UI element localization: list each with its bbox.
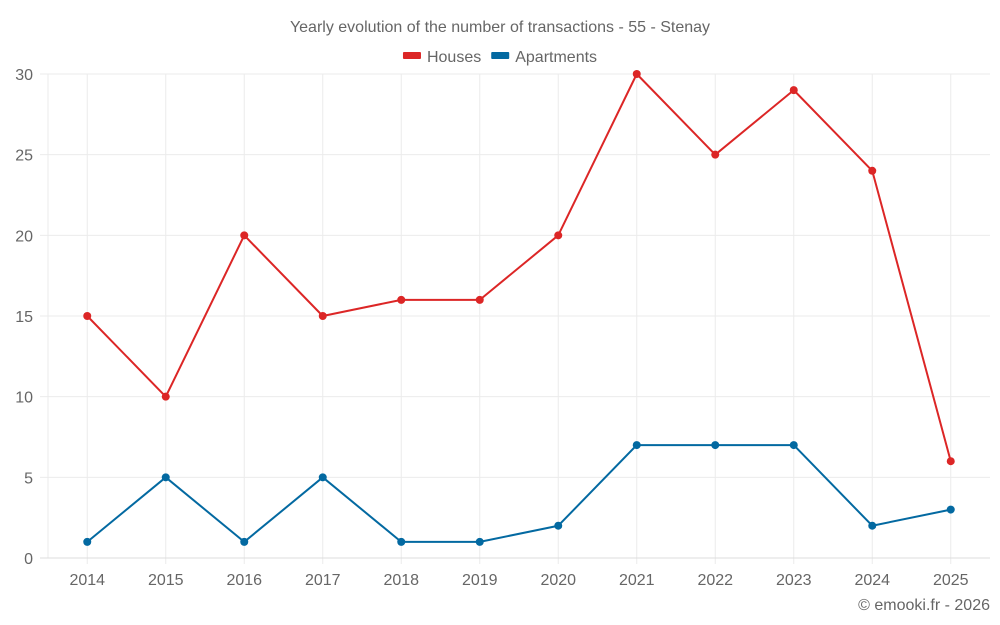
- chart-title: Yearly evolution of the number of transa…: [290, 19, 710, 36]
- y-tick-label: 10: [15, 390, 33, 407]
- series-line: [86, 444, 951, 543]
- x-tick-label: 2023: [776, 572, 812, 589]
- x-tick-label: 2019: [462, 572, 498, 589]
- data-point[interactable]: [240, 231, 249, 240]
- y-tick-label: 25: [15, 148, 33, 165]
- data-point[interactable]: [318, 473, 327, 482]
- legend-item-apartments[interactable]: Apartments: [491, 49, 597, 66]
- data-point[interactable]: [475, 537, 484, 546]
- legend-label: Apartments: [515, 49, 597, 66]
- data-point[interactable]: [789, 441, 798, 450]
- data-point[interactable]: [868, 166, 877, 175]
- legend-swatch: [402, 52, 421, 59]
- x-axis: 2014 2015 2016 2017 2018 2019 2020 2021 2022 2023…: [40, 557, 990, 589]
- y-tick-label: 30: [15, 67, 33, 84]
- data-point[interactable]: [632, 70, 641, 78]
- x-tick-label: 2015: [148, 572, 184, 589]
- x-tick-label: 2017: [305, 572, 341, 589]
- data-point[interactable]: [475, 295, 484, 304]
- x-tick-label: 2024: [854, 572, 890, 589]
- data-point[interactable]: [554, 521, 563, 530]
- data-point[interactable]: [711, 150, 720, 159]
- y-tick-label: 20: [15, 228, 33, 245]
- x-tick-label: 2020: [540, 572, 576, 589]
- data-point[interactable]: [946, 505, 955, 514]
- data-point[interactable]: [240, 537, 249, 546]
- data-point[interactable]: [397, 537, 406, 546]
- credit-text: © emooki.fr - 2026: [858, 597, 990, 614]
- y-tick-label: 5: [24, 470, 33, 487]
- legend-label: Houses: [427, 49, 481, 66]
- data-point[interactable]: [868, 521, 877, 530]
- series: [83, 70, 955, 546]
- data-point[interactable]: [318, 312, 327, 320]
- grid: [40, 73, 990, 564]
- x-tick-label: 2025: [933, 572, 969, 589]
- x-tick-label: 2014: [69, 572, 105, 589]
- data-point[interactable]: [554, 231, 563, 240]
- y-axis: 0 5 10 15 20 25 30: [15, 67, 33, 568]
- y-tick-label: 15: [15, 309, 33, 326]
- x-tick-label: 2018: [383, 572, 419, 589]
- x-tick-label: 2016: [226, 572, 262, 589]
- data-point[interactable]: [397, 295, 406, 304]
- y-tick-label: 0: [24, 551, 33, 568]
- legend-item-houses[interactable]: Houses: [402, 49, 481, 66]
- data-point[interactable]: [711, 441, 720, 450]
- data-point[interactable]: [946, 457, 955, 466]
- data-point[interactable]: [161, 473, 170, 482]
- data-point[interactable]: [83, 312, 92, 320]
- x-tick-label: 2022: [697, 572, 733, 589]
- legend: Houses Apartments: [402, 49, 597, 66]
- data-point[interactable]: [83, 537, 92, 546]
- data-point[interactable]: [161, 392, 170, 401]
- legend-swatch: [491, 52, 510, 59]
- series-houses: [83, 70, 955, 466]
- data-point[interactable]: [632, 441, 641, 450]
- series-line: [86, 73, 952, 462]
- x-tick-label: 2021: [619, 572, 655, 589]
- data-point[interactable]: [789, 86, 798, 95]
- series-apartments: [83, 441, 955, 546]
